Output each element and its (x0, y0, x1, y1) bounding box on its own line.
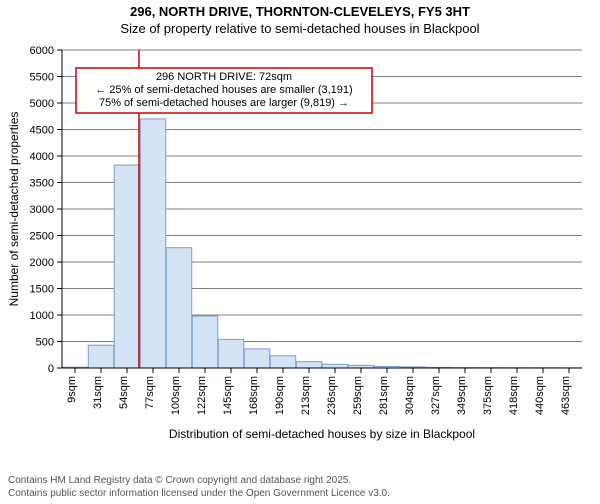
y-tick-label: 6000 (30, 45, 54, 57)
x-tick-label: 236sqm (326, 376, 338, 415)
annotation-text: ← 25% of semi-detached houses are smalle… (95, 84, 352, 96)
footer-line2: Contains public sector information licen… (8, 488, 390, 501)
y-tick-label: 2000 (30, 257, 54, 269)
histogram-bar (140, 119, 165, 368)
y-tick-label: 500 (36, 337, 54, 349)
x-tick-label: 31sqm (92, 376, 104, 409)
x-tick-label: 304sqm (404, 376, 416, 415)
footer-line1: Contains HM Land Registry data © Crown c… (8, 475, 390, 488)
y-tick-label: 3000 (30, 204, 54, 216)
y-tick-label: 5500 (30, 72, 54, 84)
x-tick-label: 375sqm (482, 376, 494, 415)
x-tick-label: 418sqm (508, 376, 520, 415)
annotation-text: 75% of semi-detached houses are larger (… (99, 97, 349, 109)
x-tick-label: 213sqm (300, 376, 312, 415)
y-tick-label: 4500 (30, 125, 54, 137)
y-axis-label: Number of semi-detached properties (7, 112, 21, 307)
histogram-bar (270, 356, 295, 368)
x-tick-label: 259sqm (352, 376, 364, 415)
chart-title-line1: 296, NORTH DRIVE, THORNTON-CLEVELEYS, FY… (0, 4, 600, 19)
y-tick-label: 4000 (30, 151, 54, 163)
chart-title-line2: Size of property relative to semi-detach… (0, 21, 600, 36)
x-tick-label: 190sqm (274, 376, 286, 415)
annotation-text: 296 NORTH DRIVE: 72sqm (156, 71, 292, 83)
histogram-bar (192, 316, 217, 368)
x-tick-label: 327sqm (430, 376, 442, 415)
y-tick-label: 0 (48, 363, 54, 375)
histogram-bar (114, 165, 139, 368)
x-tick-label: 168sqm (248, 376, 260, 415)
histogram-svg: 0 500 1000 1500 2000 2500 3000 3500 4000 4500 5000… (0, 44, 600, 462)
histogram-bar (88, 345, 113, 368)
x-tick-label: 281sqm (378, 376, 390, 415)
y-tick-label: 3500 (30, 178, 54, 190)
y-tick-label: 1500 (30, 284, 54, 296)
x-tick-label: 54sqm (118, 376, 130, 409)
histogram-bar (296, 362, 321, 368)
x-axis-label: Distribution of semi-detached houses by … (169, 427, 475, 441)
histogram-bar (218, 339, 243, 368)
x-tick-label: 9sqm (66, 376, 78, 403)
x-tick-label: 77sqm (144, 376, 156, 409)
x-tick-label: 463sqm (560, 376, 572, 415)
chart-area: 0 500 1000 1500 2000 2500 3000 3500 4000 4500 5000… (0, 44, 600, 462)
x-tick-label: 349sqm (456, 376, 468, 415)
y-tick-label: 2500 (30, 231, 54, 243)
x-tick-label: 440sqm (534, 376, 546, 415)
y-tick-label: 5000 (30, 98, 54, 110)
y-tick-label: 1000 (30, 310, 54, 322)
x-tick-label: 122sqm (196, 376, 208, 415)
footer-attribution: Contains HM Land Registry data © Crown c… (8, 475, 390, 500)
histogram-bar (166, 248, 191, 368)
histogram-bar (322, 364, 347, 368)
x-tick-label: 100sqm (170, 376, 182, 415)
x-tick-label: 145sqm (222, 376, 234, 415)
histogram-bar (244, 349, 269, 368)
